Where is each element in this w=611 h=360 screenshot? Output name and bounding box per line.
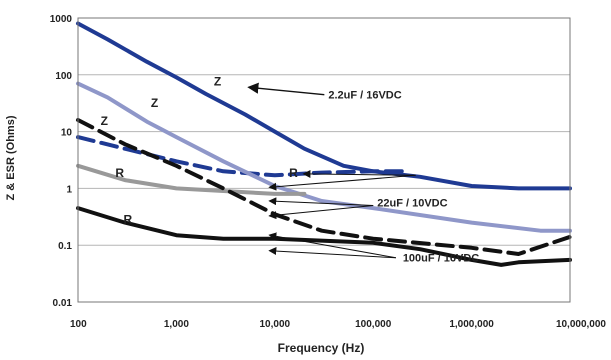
x-tick-label: 1,000,000 <box>449 319 494 330</box>
leader-line <box>268 232 396 259</box>
y-tick-label: 100 <box>55 71 72 82</box>
annotation-r: R <box>123 213 132 227</box>
leader-line <box>268 247 396 259</box>
annotation-z: Z <box>151 96 158 110</box>
plot-border <box>77 17 571 303</box>
y-tick-label: 10 <box>61 128 73 139</box>
annotation-22uf-10vdc: 22uF / 10VDC <box>377 198 447 210</box>
y-tick-label: 1000 <box>50 14 73 25</box>
y-tick-label: 0.01 <box>53 298 73 309</box>
x-axis-label: Frequency (Hz) <box>278 341 365 355</box>
plot-frame <box>77 17 571 303</box>
annotation-z: Z <box>101 114 108 128</box>
annotation-z: Z <box>214 74 221 88</box>
leader-line <box>302 169 416 178</box>
grid-lines <box>78 17 570 303</box>
annotations: Z 2.2uF / 16VDC Z Z R R R 22uF / 10VDC 100uF / 1… <box>101 74 480 264</box>
series-100uf-16vdc-r <box>76 206 572 267</box>
annotation-arrow <box>247 82 325 96</box>
x-tick-label: 100,000 <box>355 319 392 330</box>
series-22uf-10vdc-r <box>76 163 307 196</box>
leader-line <box>268 197 374 206</box>
series-lines <box>76 21 572 267</box>
series-100uf-16vdc-z <box>76 118 572 256</box>
annotation-2-2uf-16vdc: 2.2uF / 16VDC <box>328 90 401 102</box>
x-tick-labels: 100 1,000 10,000 100,000 1,000,000 10,000,000 <box>70 319 606 330</box>
x-tick-label: 1,000 <box>164 319 189 330</box>
y-tick-labels: 0.01 0.1 1 10 100 1000 <box>50 14 73 309</box>
y-axis-label: Z & ESR (Ohms) <box>5 115 17 200</box>
leader-line <box>268 205 374 220</box>
x-tick-label: 100 <box>70 319 87 330</box>
y-tick-label: 0.1 <box>58 241 72 252</box>
annotation-r: R <box>115 166 124 180</box>
x-tick-label: 10,000,000 <box>556 319 606 330</box>
annotation-100uf-16vdc: 100uF / 16VDC <box>403 252 479 264</box>
y-tick-label: 1 <box>66 184 72 195</box>
annotation-r: R <box>289 166 298 180</box>
series-2-2uf-16vdc-z <box>76 21 572 191</box>
leader-line <box>268 174 416 191</box>
x-tick-label: 10,000 <box>260 319 291 330</box>
